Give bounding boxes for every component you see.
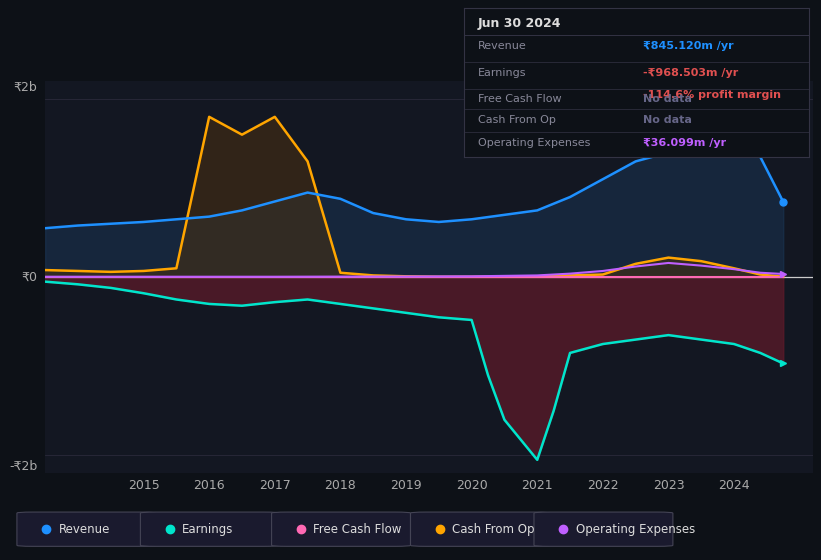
Text: Earnings: Earnings bbox=[478, 68, 526, 78]
Text: Cash From Op: Cash From Op bbox=[452, 522, 534, 536]
Text: Revenue: Revenue bbox=[478, 41, 526, 51]
Text: Earnings: Earnings bbox=[182, 522, 233, 536]
Text: Cash From Op: Cash From Op bbox=[478, 115, 556, 125]
FancyBboxPatch shape bbox=[534, 512, 673, 547]
Text: Operating Expenses: Operating Expenses bbox=[478, 138, 590, 147]
FancyBboxPatch shape bbox=[140, 512, 279, 547]
Text: -₹968.503m /yr: -₹968.503m /yr bbox=[643, 68, 738, 78]
Text: -₹2b: -₹2b bbox=[9, 460, 38, 473]
FancyBboxPatch shape bbox=[410, 512, 549, 547]
Text: Operating Expenses: Operating Expenses bbox=[576, 522, 695, 536]
Text: Free Cash Flow: Free Cash Flow bbox=[314, 522, 401, 536]
Text: ₹0: ₹0 bbox=[21, 270, 38, 284]
Text: ₹36.099m /yr: ₹36.099m /yr bbox=[643, 138, 727, 147]
Text: -114.6% profit margin: -114.6% profit margin bbox=[643, 90, 781, 100]
Text: Revenue: Revenue bbox=[58, 522, 110, 536]
FancyBboxPatch shape bbox=[17, 512, 156, 547]
Text: ₹2b: ₹2b bbox=[14, 81, 38, 94]
Text: Free Cash Flow: Free Cash Flow bbox=[478, 95, 562, 105]
FancyBboxPatch shape bbox=[272, 512, 410, 547]
Text: ₹845.120m /yr: ₹845.120m /yr bbox=[643, 41, 734, 51]
Text: Jun 30 2024: Jun 30 2024 bbox=[478, 17, 562, 30]
Text: No data: No data bbox=[643, 95, 692, 105]
Text: No data: No data bbox=[643, 115, 692, 125]
